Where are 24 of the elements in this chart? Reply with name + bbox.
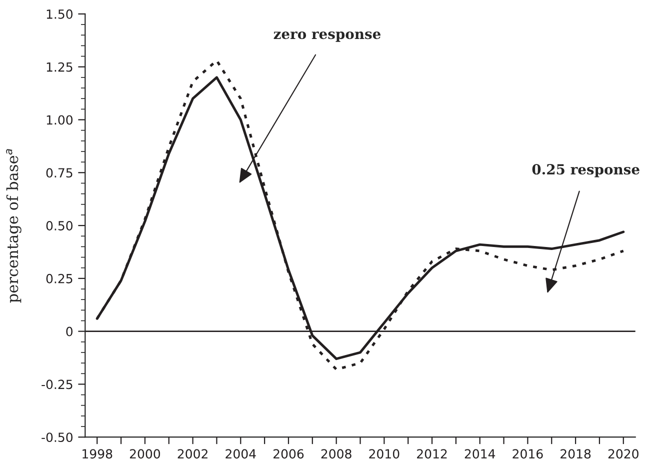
x-tick-label: 2002	[178, 449, 208, 459]
y-tick-label: 0.75	[46, 168, 72, 178]
y-tick-label: 0	[66, 326, 73, 336]
x-tick-label: 2012	[417, 449, 447, 459]
x-tick-label: 2016	[512, 449, 543, 459]
x-tick-label: 2018	[560, 449, 591, 459]
y-tick-label: 1.00	[46, 115, 73, 125]
x-tick-label: 2004	[226, 449, 256, 459]
y-tick-label: 0.50	[46, 220, 73, 230]
y-tick-label: -0.25	[42, 380, 72, 390]
x-tick-label: 1998	[82, 449, 112, 459]
x-tick-label: 2010	[369, 449, 400, 459]
y-tick-label: 0.25	[46, 274, 72, 284]
y-axis-title: percentage of base$^{a}$	[6, 149, 22, 303]
y-tick-label: 1.25	[46, 62, 72, 72]
x-tick-label: 2014	[464, 449, 496, 459]
x-tick-label: 2020	[608, 449, 638, 459]
x-tick-label: 2006	[273, 449, 304, 459]
annotation: zero response	[274, 32, 381, 42]
y-tick-label: -0.50	[42, 432, 73, 442]
annotation: 0.25 response	[532, 164, 640, 178]
y-tick-label: 1.50	[46, 9, 73, 19]
x-tick-label: 2008	[321, 449, 352, 459]
x-tick-label: 2000	[130, 449, 160, 459]
